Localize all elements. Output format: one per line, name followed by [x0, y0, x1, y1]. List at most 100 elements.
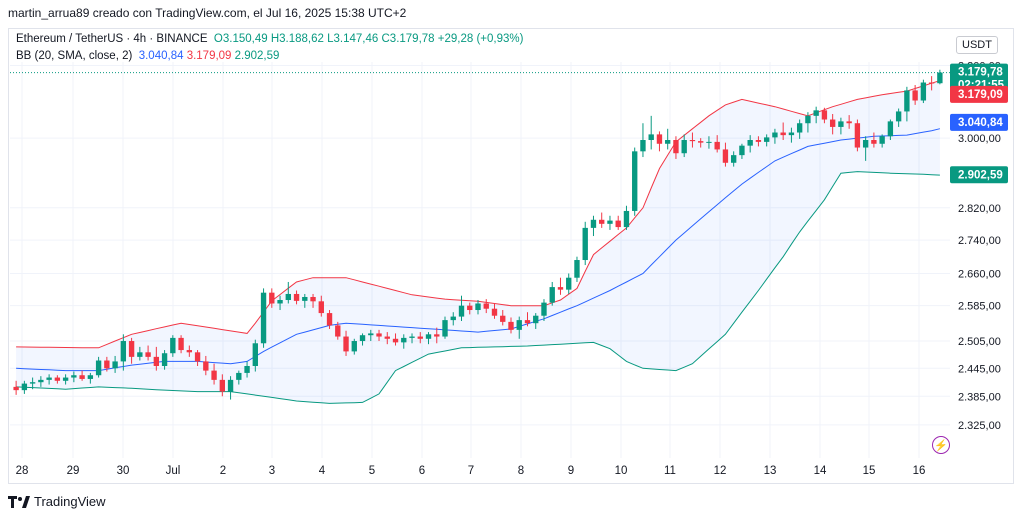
- candle-body: [351, 341, 357, 352]
- candle-body: [821, 110, 828, 120]
- candle-body: [401, 337, 407, 343]
- tradingview-logo-icon: [8, 495, 30, 508]
- candle-body: [689, 140, 696, 142]
- footer: TradingView: [8, 494, 106, 509]
- high-value: H3.188,62: [270, 33, 324, 45]
- candle-body: [359, 335, 366, 342]
- candle-body: [805, 115, 811, 124]
- change-value: +29,28 (+0,93%): [437, 33, 524, 45]
- candle-body: [310, 296, 316, 302]
- candle-body: [731, 155, 737, 163]
- candle-body: [318, 301, 324, 314]
- chart-frame: [8, 28, 1014, 484]
- candle-body: [714, 141, 720, 150]
- low-value: L3.147,46: [327, 33, 379, 45]
- candle-body: [219, 379, 225, 392]
- candle-body: [788, 132, 795, 136]
- time-axis: 28 29 30 Jul 2 3 4 5 6 7 8 9 10 11 12 13 14 15 16: [16, 465, 926, 477]
- date-tick-label: 12: [714, 465, 727, 477]
- lower-band-label: 2.902,59: [950, 166, 1008, 184]
- candle-body: [425, 334, 432, 339]
- candle-body: [879, 136, 885, 144]
- candle-body: [153, 356, 160, 367]
- bb-label: BB (20, SMA, close, 2): [16, 50, 133, 62]
- candle-body: [937, 72, 943, 84]
- bb-upper-value: 3.179,09: [186, 50, 232, 62]
- candle-body: [483, 303, 489, 309]
- price-tick-label: 2.385,00: [958, 391, 1001, 403]
- price-tick-label: 2.325,00: [958, 420, 1001, 432]
- candle-body: [186, 350, 193, 353]
- candle-body: [203, 361, 209, 371]
- candle-body: [533, 315, 539, 324]
- candle-body: [524, 320, 531, 324]
- candle-body: [46, 377, 52, 380]
- candle-body: [566, 277, 572, 290]
- candle-body: [640, 140, 646, 152]
- candle-body: [673, 140, 679, 154]
- gridlines: [10, 62, 950, 458]
- candle-body: [417, 336, 423, 339]
- candle-body: [491, 308, 498, 316]
- svg-text:3.179,09: 3.179,09: [958, 89, 1003, 101]
- svg-text:3.040,84: 3.040,84: [958, 117, 1003, 129]
- date-tick-label: 29: [67, 465, 80, 477]
- date-tick-label: Jul: [166, 465, 181, 477]
- candle-body: [871, 140, 877, 144]
- symbol-legend: Ethereum / TetherUS · 4h · BINANCE O3.15…: [16, 33, 523, 45]
- candle-body: [796, 123, 803, 133]
- date-tick-label: 9: [568, 465, 574, 477]
- candle-body: [368, 333, 374, 336]
- candle-body: [541, 302, 547, 316]
- candle-body: [698, 141, 704, 143]
- candle-body: [326, 313, 333, 326]
- candle-body: [178, 337, 184, 351]
- candle-body: [277, 300, 283, 304]
- flash-icon[interactable]: ⚡: [932, 436, 950, 454]
- candle-body: [516, 320, 522, 330]
- candle-body: [434, 334, 440, 337]
- candle-body: [928, 82, 935, 84]
- date-tick-label: 16: [913, 465, 926, 477]
- candle-body: [236, 372, 242, 380]
- candle-body: [829, 119, 836, 127]
- chart-attribution: martin_arrua89 creado con TradingView.co…: [8, 6, 407, 20]
- symbol-name: Ethereum / TetherUS · 4h · BINANCE: [16, 33, 208, 45]
- bollinger-lower-line: [16, 171, 940, 404]
- price-tick-label: 2.660,00: [958, 268, 1001, 280]
- candle-body: [681, 140, 687, 154]
- candle-body: [392, 338, 399, 343]
- candle-body: [442, 320, 448, 337]
- candle-body: [128, 341, 135, 357]
- candle-body: [846, 121, 852, 124]
- candle-body: [665, 140, 671, 144]
- candle-body: [615, 220, 621, 228]
- date-tick-label: 14: [814, 465, 827, 477]
- candles: [13, 69, 943, 400]
- candle-body: [54, 377, 61, 381]
- candle-body: [500, 315, 506, 322]
- candle-body: [120, 341, 127, 362]
- candle-body: [170, 337, 176, 354]
- candle-body: [838, 121, 844, 127]
- candle-body: [409, 336, 415, 338]
- candle-body: [376, 333, 382, 337]
- bb-basis-value: 3.040,84: [138, 50, 184, 62]
- candle-body: [194, 352, 201, 362]
- candle-body: [343, 336, 349, 352]
- indicator-legend[interactable]: BB (20, SMA, close, 2) 3.040,84 3.179,09…: [16, 50, 279, 62]
- candle-body: [21, 383, 28, 391]
- candle-body: [854, 123, 861, 148]
- candle-body: [285, 293, 291, 301]
- upper-band-label: 3.179,09: [950, 85, 1008, 103]
- candle-body: [895, 111, 902, 122]
- date-tick-label: 8: [518, 465, 524, 477]
- candle-body: [458, 305, 465, 317]
- candle-body: [590, 219, 597, 228]
- open-value: O3.150,49: [213, 33, 268, 45]
- currency-button[interactable]: USDT: [956, 36, 998, 54]
- candle-body: [269, 292, 275, 304]
- candle-body: [211, 370, 217, 380]
- candle-body: [293, 293, 300, 301]
